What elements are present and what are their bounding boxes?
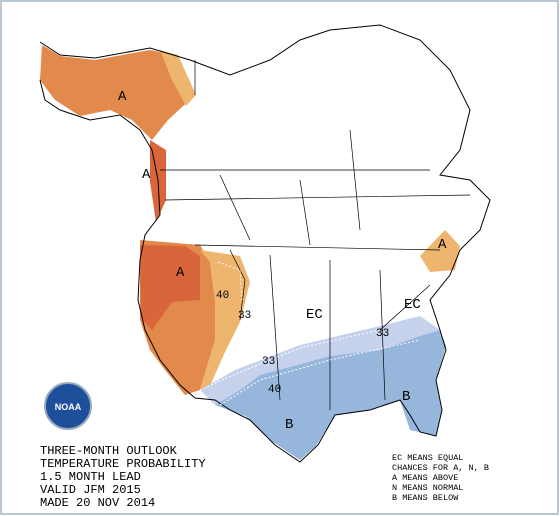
- map-label: A: [176, 265, 185, 281]
- map-label: A: [118, 89, 127, 105]
- logo-text: NOAA: [55, 402, 82, 412]
- below-region-light: [200, 316, 440, 405]
- legend-line: EC MEANS EQUAL: [392, 453, 463, 463]
- map-label: A: [142, 167, 151, 183]
- map-label: 33: [262, 356, 275, 368]
- above-region: [40, 45, 195, 140]
- map-label: EC: [306, 307, 323, 323]
- legend-line: B MEANS BELOW: [392, 493, 459, 503]
- title-line: VALID JFM 2015: [40, 483, 141, 497]
- title-line: MADE 20 NOV 2014: [40, 496, 155, 510]
- title-line: 1.5 MONTH LEAD: [40, 470, 141, 484]
- above-region-light: [200, 250, 250, 390]
- above-region-light: [160, 50, 196, 106]
- map-label: B: [402, 389, 410, 405]
- above-region-dark: [140, 245, 200, 330]
- title-line: TEMPERATURE PROBABILITY: [40, 457, 206, 471]
- legend-line: N MEANS NORMAL: [392, 483, 463, 493]
- above-region-light: [420, 230, 460, 272]
- title-line: THREE-MONTH OUTLOOK: [40, 444, 178, 458]
- map-label: B: [285, 417, 293, 433]
- map-label: 40: [268, 384, 281, 396]
- below-region: [215, 330, 446, 460]
- legend-line: CHANCES FOR A, N, B: [392, 463, 489, 473]
- map-label: 33: [376, 328, 389, 340]
- map-label: 33: [238, 310, 251, 322]
- map-label: A: [438, 237, 447, 253]
- map-label: 40: [216, 290, 229, 302]
- map-label: EC: [404, 297, 421, 313]
- legend-line: A MEANS ABOVE: [392, 473, 458, 483]
- noaa-logo: [44, 382, 92, 430]
